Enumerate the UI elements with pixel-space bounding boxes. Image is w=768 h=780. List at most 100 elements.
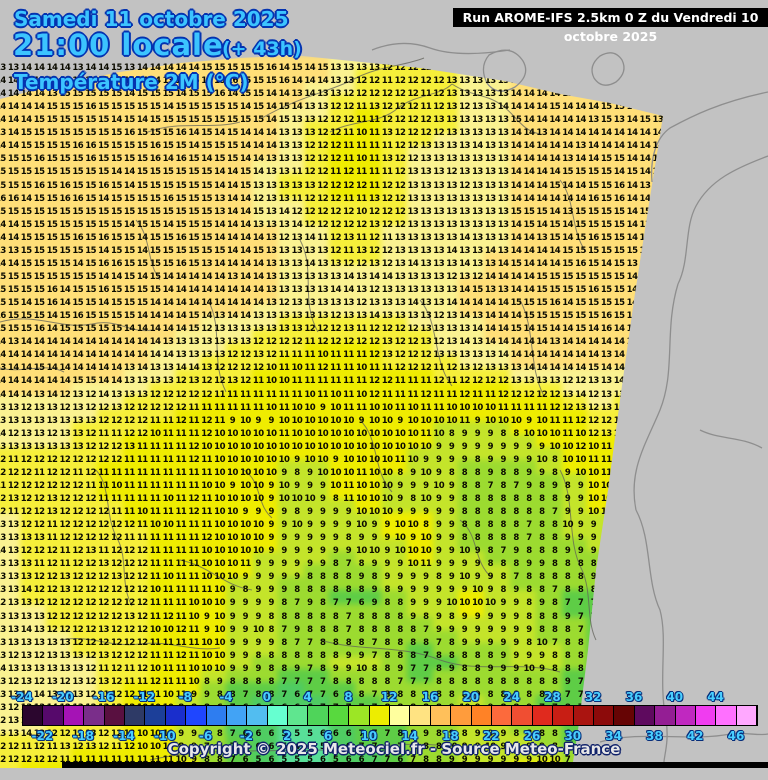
temperature-value: 12 <box>175 624 187 635</box>
temperature-value: 11 <box>549 415 561 426</box>
temperature-value: 13 <box>420 271 432 282</box>
temperature-value: 9 <box>474 624 481 635</box>
temperature-value: 8 <box>203 729 210 740</box>
temperature-value: 13 <box>433 180 445 191</box>
temperature-value: 14 <box>175 324 187 335</box>
temperature-value: 14 <box>510 350 522 361</box>
temperature-value: 8 <box>552 624 558 635</box>
temperature-value: 14 <box>111 76 122 87</box>
temperature-value: 8 <box>358 585 365 596</box>
temperature-value: 13 <box>407 167 419 178</box>
temperature-value: 15 <box>123 115 135 126</box>
temperature-value: 14 <box>549 128 561 139</box>
temperature-value: 7 <box>577 624 584 635</box>
temperature-value: 11 <box>201 507 213 518</box>
temperature-value: 10 <box>304 454 316 465</box>
temperature-value: 13 <box>381 337 393 348</box>
temperature-value: 13 <box>291 115 303 126</box>
temperature-value: 8 <box>500 559 506 570</box>
temperature-value: 10 <box>149 729 161 740</box>
temperature-value: 8 <box>255 689 262 700</box>
temperature-value: 12 <box>111 559 122 570</box>
temperature-value: 14 <box>613 337 625 348</box>
temperature-value: 7 <box>281 676 287 687</box>
temperature-value: 13 <box>265 298 277 309</box>
temperature-value: 13 <box>381 285 393 296</box>
temperature-value: 10 <box>536 454 548 465</box>
temperature-value: 12 <box>355 180 367 191</box>
temperature-value: 8 <box>500 493 506 504</box>
temperature-value: 13 <box>394 311 406 322</box>
temperature-value: 12 <box>149 389 161 400</box>
temperature-value: 13 <box>459 76 470 87</box>
temperature-value: 15 <box>252 102 264 113</box>
temperature-value: 12 <box>59 729 71 740</box>
temperature-value: 13 <box>446 141 458 152</box>
temperature-value: 11 <box>149 480 161 491</box>
temperature-value: 11 <box>149 611 161 622</box>
temperature-value: 13 <box>433 115 445 126</box>
temperature-value: 14 <box>239 141 251 152</box>
temperature-value: 14 <box>497 337 509 348</box>
temperature-value: 15 <box>562 285 574 296</box>
temperature-value: 14 <box>149 350 161 361</box>
temperature-value: 12 <box>394 128 406 139</box>
temperature-value: 8 <box>423 742 429 753</box>
temperature-value: 13 <box>136 389 148 400</box>
temperature-value: 8 <box>564 480 571 491</box>
temperature-value: 9 <box>487 755 494 766</box>
temperature-value: 9 <box>500 742 506 753</box>
temperature-value: 10 <box>355 493 367 504</box>
temperature-value: 10 <box>252 441 264 452</box>
temperature-value: 9 <box>281 467 287 478</box>
temperature-value: 14 <box>510 337 522 348</box>
temperature-value: 12 <box>72 546 84 557</box>
temperature-value: 9 <box>500 637 506 648</box>
temperature-value: 14 <box>536 89 548 100</box>
temperature-value: 12 <box>136 585 148 596</box>
temperature-value: 9 <box>281 559 287 570</box>
temperature-value: 13 <box>46 507 58 518</box>
temperature-value: 13 <box>20 559 32 570</box>
temperature-value: 8 <box>332 611 339 622</box>
temperature-value: 13 <box>175 76 187 87</box>
temperature-value: 11 <box>175 546 187 557</box>
temperature-value: 13 <box>265 219 277 230</box>
temperature-value: 15 <box>600 245 612 256</box>
temperature-value: 12 <box>33 480 45 491</box>
temperature-value: 15 <box>600 232 612 243</box>
temperature-value: 9 <box>436 585 442 596</box>
temperature-value: 9 <box>410 598 416 609</box>
temperature-value: 13 <box>471 102 483 113</box>
temperature-value: 15 <box>98 128 109 139</box>
temperature-value: 15 <box>510 298 522 309</box>
temperature-value: 15 <box>575 285 586 296</box>
temperature-value: 11 <box>330 167 342 178</box>
temperature-value: 5 <box>307 729 313 740</box>
temperature-value: 9 <box>423 729 429 740</box>
temperature-value: 9 <box>474 611 481 622</box>
temperature-value: 14 <box>459 337 470 348</box>
temperature-value: 13 <box>433 245 445 256</box>
temperature-value: 13 <box>471 350 483 361</box>
temperature-value: 8 <box>474 533 481 544</box>
temperature-value: 11 <box>175 559 187 570</box>
temperature-value: 14 <box>626 232 638 243</box>
temperature-value: 8 <box>320 624 326 635</box>
temperature-value: 13 <box>484 141 496 152</box>
temperature-value: 8 <box>552 454 558 465</box>
temperature-value: 12 <box>407 324 419 335</box>
temperature-value: 7 <box>526 520 532 531</box>
temperature-value: 14 <box>7 219 19 230</box>
temperature-value: 15 <box>613 154 625 165</box>
scale-tick-label: 6 <box>323 729 333 743</box>
temperature-value: 13 <box>252 311 264 322</box>
temperature-value: 15 <box>98 167 109 178</box>
temperature-value: 9 <box>487 428 494 439</box>
temperature-value: 12 <box>59 676 71 687</box>
scale-tick-label: -24 <box>11 690 33 704</box>
temperature-value: 9 <box>448 520 455 531</box>
temperature-value: 9 <box>294 454 300 465</box>
temperature-value: 13 <box>420 324 432 335</box>
model-run-banner: Run AROME-IFS 2.5km 0 Z du Vendredi 10 o… <box>453 8 768 44</box>
